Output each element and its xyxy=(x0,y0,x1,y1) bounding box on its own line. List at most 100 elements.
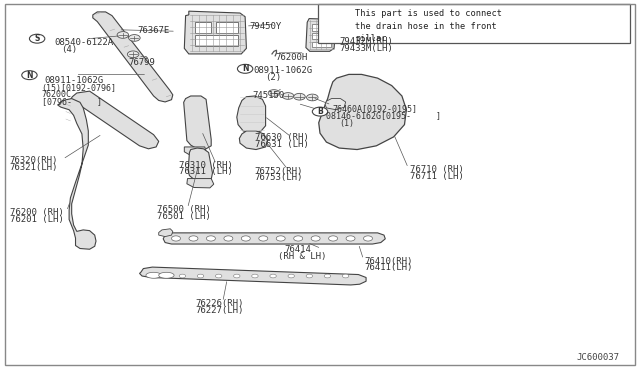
Polygon shape xyxy=(184,96,211,150)
Circle shape xyxy=(241,236,250,241)
Text: 76201 (LH): 76201 (LH) xyxy=(10,215,63,224)
Polygon shape xyxy=(140,267,366,285)
Text: N: N xyxy=(26,71,33,80)
Circle shape xyxy=(294,236,303,241)
Circle shape xyxy=(328,236,337,241)
Text: (4): (4) xyxy=(61,45,77,54)
Polygon shape xyxy=(163,233,385,244)
Polygon shape xyxy=(195,22,211,33)
Text: 76367E: 76367E xyxy=(138,26,170,35)
Circle shape xyxy=(288,274,294,278)
Text: JC600037: JC600037 xyxy=(577,353,620,362)
Text: 76321(LH): 76321(LH) xyxy=(10,163,58,172)
Circle shape xyxy=(324,274,331,278)
Text: 08911-1062G: 08911-1062G xyxy=(45,76,104,85)
Circle shape xyxy=(311,236,320,241)
Text: 76414: 76414 xyxy=(285,245,312,254)
FancyBboxPatch shape xyxy=(318,4,630,43)
Text: 76226(RH): 76226(RH) xyxy=(195,299,244,308)
Circle shape xyxy=(117,32,129,38)
Circle shape xyxy=(29,34,45,43)
Circle shape xyxy=(294,93,305,100)
Circle shape xyxy=(234,274,240,278)
Ellipse shape xyxy=(159,272,174,278)
Circle shape xyxy=(189,236,198,241)
Polygon shape xyxy=(237,96,266,133)
Text: 08146-6162G[0195-     ]: 08146-6162G[0195- ] xyxy=(326,112,442,121)
Polygon shape xyxy=(184,11,246,54)
Polygon shape xyxy=(187,179,214,188)
Circle shape xyxy=(179,274,186,278)
Text: 76630 (RH): 76630 (RH) xyxy=(255,133,308,142)
Text: (15)[0192-0796]: (15)[0192-0796] xyxy=(42,84,116,93)
Text: 76311 (LH): 76311 (LH) xyxy=(179,167,233,176)
Polygon shape xyxy=(216,22,238,33)
Circle shape xyxy=(216,274,222,278)
Text: 76200 (RH): 76200 (RH) xyxy=(10,208,63,217)
Polygon shape xyxy=(184,147,206,156)
Polygon shape xyxy=(319,74,406,150)
Polygon shape xyxy=(70,91,159,149)
Polygon shape xyxy=(195,35,238,46)
Text: 08911-1062G: 08911-1062G xyxy=(253,66,312,75)
Polygon shape xyxy=(239,131,268,150)
Circle shape xyxy=(237,64,253,73)
Text: 79432M(RH): 79432M(RH) xyxy=(339,37,393,46)
Text: 76710 (RH): 76710 (RH) xyxy=(410,165,463,174)
Circle shape xyxy=(306,274,312,278)
Circle shape xyxy=(270,274,276,278)
Text: 76501 (LH): 76501 (LH) xyxy=(157,212,211,221)
Circle shape xyxy=(252,274,258,278)
Text: B: B xyxy=(317,107,323,116)
Polygon shape xyxy=(312,24,331,31)
Circle shape xyxy=(207,236,216,241)
Text: 76500 (RH): 76500 (RH) xyxy=(157,205,211,214)
Polygon shape xyxy=(58,99,96,249)
Polygon shape xyxy=(312,42,331,47)
Text: (RH & LH): (RH & LH) xyxy=(278,252,327,261)
Circle shape xyxy=(127,51,139,58)
Text: [0796-     ]: [0796- ] xyxy=(42,97,102,106)
Polygon shape xyxy=(312,33,331,39)
Circle shape xyxy=(312,107,328,116)
Text: 76410(RH): 76410(RH) xyxy=(365,257,413,266)
Text: 76200H: 76200H xyxy=(275,53,307,62)
Circle shape xyxy=(307,94,318,101)
Circle shape xyxy=(197,274,204,278)
Circle shape xyxy=(364,236,372,241)
Circle shape xyxy=(259,236,268,241)
Text: N: N xyxy=(242,64,248,73)
Circle shape xyxy=(224,236,233,241)
Text: 745150: 745150 xyxy=(253,91,285,100)
Circle shape xyxy=(276,236,285,241)
Circle shape xyxy=(268,90,280,96)
Circle shape xyxy=(282,93,294,99)
Circle shape xyxy=(22,71,37,80)
Text: 76411(LH): 76411(LH) xyxy=(365,263,413,272)
Text: 76753(LH): 76753(LH) xyxy=(255,173,303,182)
Circle shape xyxy=(346,236,355,241)
Text: 76752(RH): 76752(RH) xyxy=(255,167,303,176)
Text: 76320(RH): 76320(RH) xyxy=(10,156,58,165)
Text: S: S xyxy=(35,34,40,43)
Polygon shape xyxy=(159,229,173,237)
Text: 79450Y: 79450Y xyxy=(250,22,282,31)
Circle shape xyxy=(342,274,349,278)
Text: 08540-6122A: 08540-6122A xyxy=(54,38,113,47)
Polygon shape xyxy=(188,148,212,182)
Text: 76711 (LH): 76711 (LH) xyxy=(410,172,463,181)
Text: 79433M(LH): 79433M(LH) xyxy=(339,44,393,53)
Polygon shape xyxy=(325,99,346,110)
Text: (2): (2) xyxy=(266,73,282,82)
Text: 76310 (RH): 76310 (RH) xyxy=(179,161,233,170)
Circle shape xyxy=(172,236,180,241)
Text: 76460A[0192-0195]: 76460A[0192-0195] xyxy=(333,104,418,113)
Text: (1): (1) xyxy=(339,119,354,128)
Circle shape xyxy=(129,35,140,41)
Ellipse shape xyxy=(146,272,161,278)
Polygon shape xyxy=(306,19,336,51)
Text: 76631 (LH): 76631 (LH) xyxy=(255,140,308,149)
Text: This part is used to connect
the drain hose in the front
pillar: This part is used to connect the drain h… xyxy=(355,9,502,43)
Text: 76200C: 76200C xyxy=(42,90,72,99)
Text: 76799: 76799 xyxy=(128,58,155,67)
